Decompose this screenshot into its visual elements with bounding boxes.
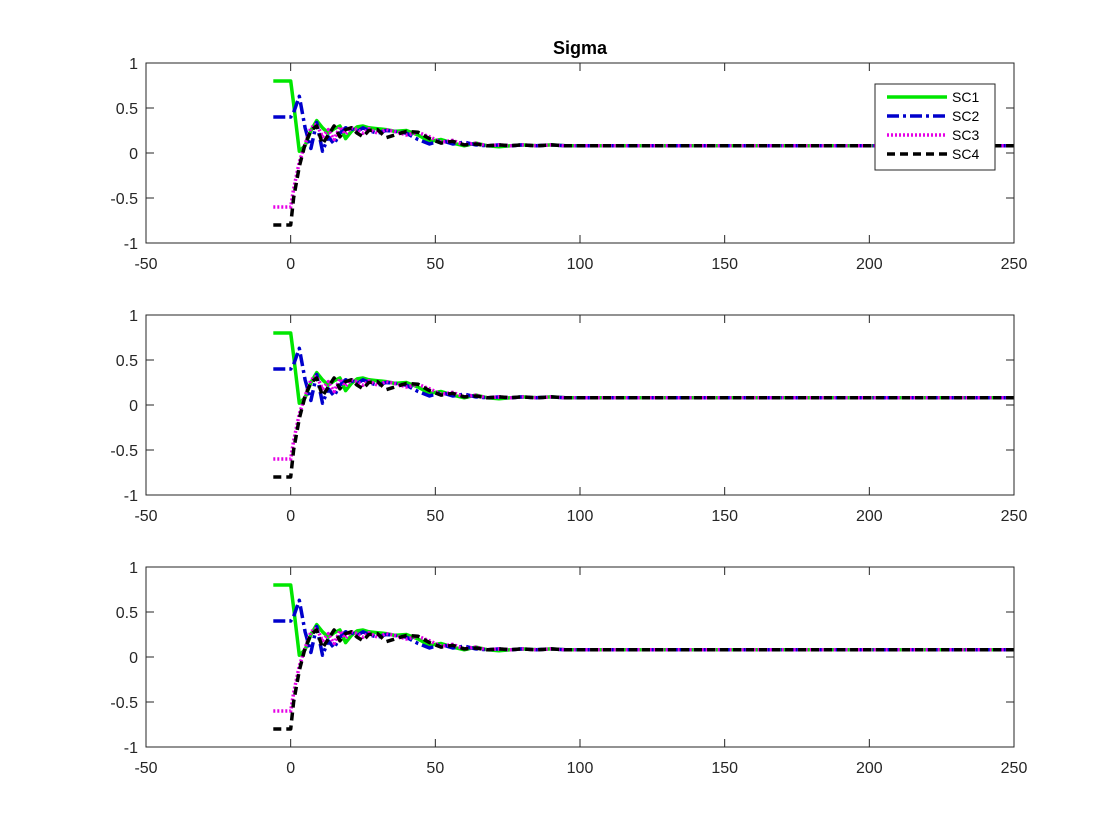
- y-tick-label: 0: [129, 398, 138, 415]
- series-line-sc4: [273, 376, 1014, 479]
- y-tick-label: -1: [124, 236, 138, 253]
- y-tick-label: 0.5: [116, 353, 138, 370]
- x-tick-label: 150: [711, 760, 738, 777]
- x-tick-label: 50: [426, 508, 444, 525]
- x-tick-label: -50: [134, 508, 157, 525]
- y-tick-label: 0: [129, 650, 138, 667]
- x-tick-label: 150: [711, 256, 738, 273]
- x-tick-label: 50: [426, 256, 444, 273]
- x-tick-label: 0: [286, 256, 295, 273]
- y-tick-label: 0.5: [116, 605, 138, 622]
- x-tick-label: -50: [134, 760, 157, 777]
- y-tick-label: 1: [129, 308, 138, 325]
- legend-label-sc4: SC4: [952, 146, 979, 162]
- legend-label-sc2: SC2: [952, 108, 979, 124]
- x-tick-label: 0: [286, 508, 295, 525]
- y-tick-label: 0.5: [116, 101, 138, 118]
- x-tick-label: 100: [567, 256, 594, 273]
- x-tick-label: 50: [426, 760, 444, 777]
- y-tick-label: -0.5: [110, 191, 138, 208]
- plot-area: [146, 315, 1014, 495]
- y-tick-label: -0.5: [110, 443, 138, 460]
- legend-label-sc3: SC3: [952, 127, 979, 143]
- y-tick-label: 0: [129, 146, 138, 163]
- plot-area: [146, 567, 1014, 747]
- x-tick-label: 100: [567, 508, 594, 525]
- x-tick-label: 200: [856, 256, 883, 273]
- y-tick-label: 1: [129, 560, 138, 577]
- subplot-3: -50 0 50 100 150 200 250 -1 -0.5 0 0.5 1: [110, 560, 1027, 777]
- series-line-sc4: [273, 628, 1014, 731]
- x-tick-label: 250: [1001, 256, 1028, 273]
- y-tick-label: -0.5: [110, 695, 138, 712]
- chart-title: Sigma: [553, 38, 608, 58]
- legend: SC1 SC2 SC3 SC4: [874, 83, 996, 171]
- x-tick-label: 200: [856, 508, 883, 525]
- x-tick-label: 0: [286, 760, 295, 777]
- y-tick-label: -1: [124, 488, 138, 505]
- series-line-sc4: [273, 124, 1014, 227]
- y-tick-label: -1: [124, 740, 138, 757]
- legend-label-sc1: SC1: [952, 89, 979, 105]
- x-tick-label: 150: [711, 508, 738, 525]
- x-tick-label: 100: [567, 760, 594, 777]
- x-tick-label: -50: [134, 256, 157, 273]
- x-tick-label: 250: [1001, 508, 1028, 525]
- y-tick-label: 1: [129, 56, 138, 73]
- subplot-2: -50 0 50 100 150 200 250 -1 -0.5 0 0.5 1: [110, 308, 1027, 525]
- x-tick-label: 200: [856, 760, 883, 777]
- x-tick-label: 250: [1001, 760, 1028, 777]
- subplot-1: -50 0 50 100 150 200 250 -1 -0.5 0 0.5 1 Sigma SC1 SC2…: [110, 38, 1027, 273]
